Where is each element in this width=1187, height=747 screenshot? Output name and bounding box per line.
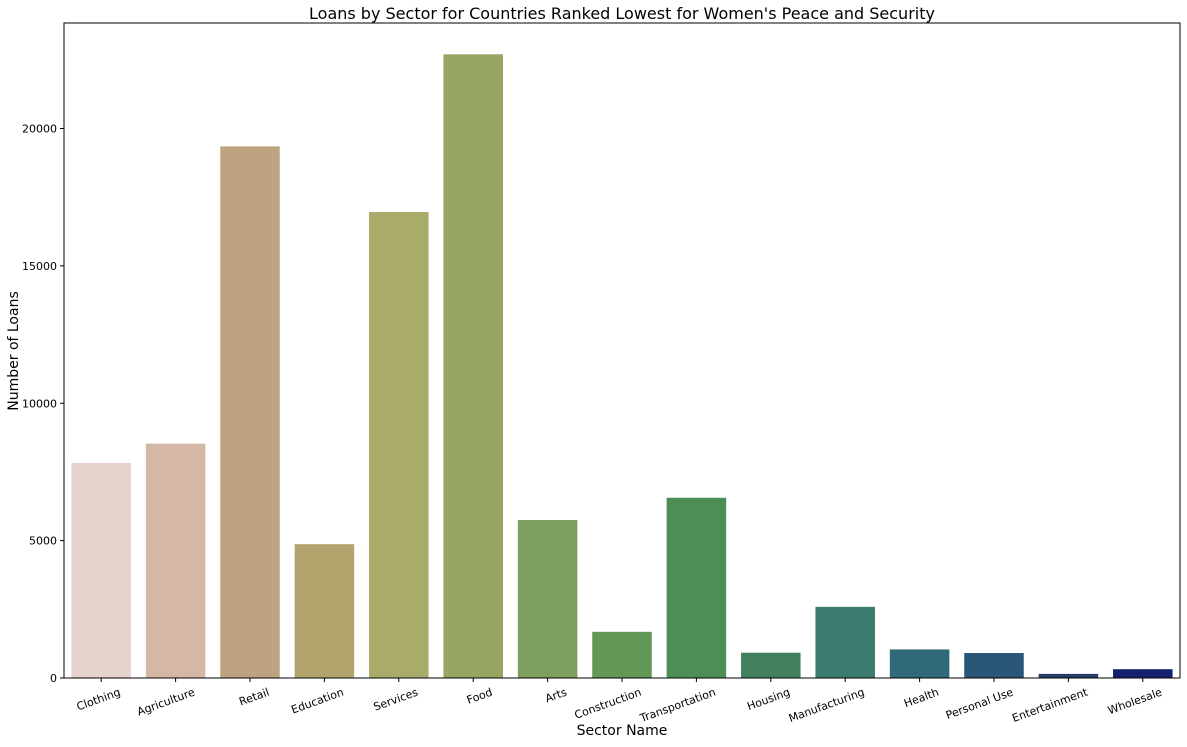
x-tick-label: Wholesale xyxy=(1106,686,1164,718)
bar-personal-use xyxy=(964,653,1024,678)
bar-services xyxy=(369,212,429,678)
bar-transportation xyxy=(666,497,727,678)
x-tick-label: Construction xyxy=(573,686,643,722)
x-tick-label: Retail xyxy=(237,686,271,709)
x-tick-label: Education xyxy=(290,686,346,717)
x-tick-label: Manufacturing xyxy=(787,686,866,725)
x-tick-label: Entertainment xyxy=(1010,685,1090,725)
y-axis: 0 5000 10000 15000 20000 xyxy=(22,123,64,685)
x-tick-label: Services xyxy=(372,686,420,714)
bar-entertainment xyxy=(1038,673,1099,678)
y-tick-label: 20000 xyxy=(22,123,57,136)
bar-health xyxy=(889,649,950,678)
bar-wholesale xyxy=(1113,669,1173,678)
x-tick-label: Transportation xyxy=(637,686,717,726)
y-tick-label: 0 xyxy=(50,672,57,685)
y-tick-label: 10000 xyxy=(22,397,57,410)
bar-agriculture xyxy=(145,443,206,678)
bar-housing xyxy=(741,652,801,678)
plot-frame xyxy=(63,22,1181,679)
x-tick-label: Arts xyxy=(543,686,568,706)
bar-retail xyxy=(220,146,280,679)
x-tick-label: Personal Use xyxy=(944,686,1015,723)
y-tick-label: 5000 xyxy=(29,535,57,548)
bar-education xyxy=(294,544,355,678)
x-tick-label: Clothing xyxy=(75,686,122,714)
y-axis-label: Number of Loans xyxy=(6,291,22,411)
bar-construction xyxy=(592,631,652,678)
x-tick-label: Health xyxy=(902,686,940,711)
x-tick-label: Food xyxy=(465,686,494,707)
bar-manufacturing xyxy=(815,606,875,678)
bars xyxy=(71,54,1173,679)
y-tick-label: 15000 xyxy=(22,260,57,273)
bar-clothing xyxy=(71,462,131,678)
x-axis: Clothing Agriculture Retail Education Servic… xyxy=(75,678,1164,725)
x-axis-label: Sector Name xyxy=(577,723,668,739)
x-tick-label: Agriculture xyxy=(135,686,197,719)
chart-title: Loans by Sector for Countries Ranked Low… xyxy=(309,4,935,23)
x-tick-label: Housing xyxy=(745,686,791,714)
bar-arts xyxy=(517,520,578,678)
bar-food xyxy=(443,54,503,678)
